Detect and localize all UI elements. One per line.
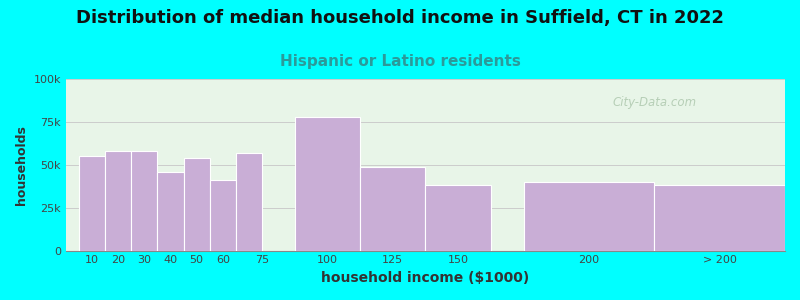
Y-axis label: households: households — [15, 125, 28, 205]
Bar — [210, 180, 236, 250]
Bar — [426, 185, 491, 250]
Bar — [236, 153, 262, 250]
Bar — [654, 185, 785, 250]
Bar — [105, 151, 131, 250]
Bar — [183, 158, 210, 250]
Bar — [79, 156, 105, 250]
Bar — [360, 167, 426, 250]
Bar — [158, 172, 183, 250]
Text: Hispanic or Latino residents: Hispanic or Latino residents — [279, 54, 521, 69]
Text: Distribution of median household income in Suffield, CT in 2022: Distribution of median household income … — [76, 9, 724, 27]
Bar — [131, 151, 158, 250]
Bar — [523, 182, 654, 250]
X-axis label: household income ($1000): household income ($1000) — [322, 271, 530, 285]
Bar — [294, 117, 360, 250]
Text: City-Data.com: City-Data.com — [613, 96, 697, 109]
